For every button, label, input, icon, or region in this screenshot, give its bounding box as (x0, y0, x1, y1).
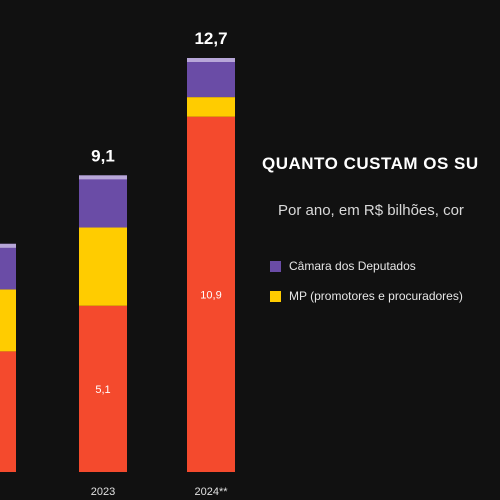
bar-segment-base-2023 (79, 305, 127, 472)
chart-subtitle: Por ano, em R$ bilhões, cor (278, 202, 464, 219)
bar-segment-mp-2024 (187, 97, 235, 117)
bar-top-cap (0, 243, 16, 248)
x-tick-label: 2024** (194, 486, 228, 498)
bar-segment-camara-2024 (187, 58, 235, 98)
bar-top-cap (187, 58, 235, 62)
chart-legend: Câmara dos Deputados MP (promotores e pr… (270, 258, 463, 318)
legend-label-camara: Câmara dos Deputados (289, 259, 416, 273)
bar-segment-base-2024 (187, 116, 235, 473)
legend-label-mp: MP (promotores e procuradores) (289, 289, 463, 303)
bar-segment-mp-2023 (79, 227, 127, 306)
chart-title: QUANTO CUSTAM OS SU (262, 154, 479, 173)
legend-item-camara: Câmara dos Deputados (270, 258, 463, 274)
bar-segment-camara-2023 (79, 175, 127, 228)
bar-segment-mp-2022 (0, 289, 16, 352)
legend-item-mp: MP (promotores e procuradores) (270, 288, 463, 304)
x-tick-label: 2023 (91, 486, 115, 498)
segment-value-label: 5,1 (95, 384, 110, 396)
legend-swatch-mp (270, 290, 281, 302)
bar-segment-base-2022 (0, 351, 16, 472)
legend-swatch-camara (270, 260, 281, 272)
bar-segment-camara-2022 (0, 243, 16, 290)
bar-total-label: 12,7 (194, 29, 227, 48)
segment-value-label: 10,9 (200, 289, 221, 301)
bar-top-cap (79, 175, 127, 180)
bar-total-label: 9,1 (91, 146, 115, 165)
